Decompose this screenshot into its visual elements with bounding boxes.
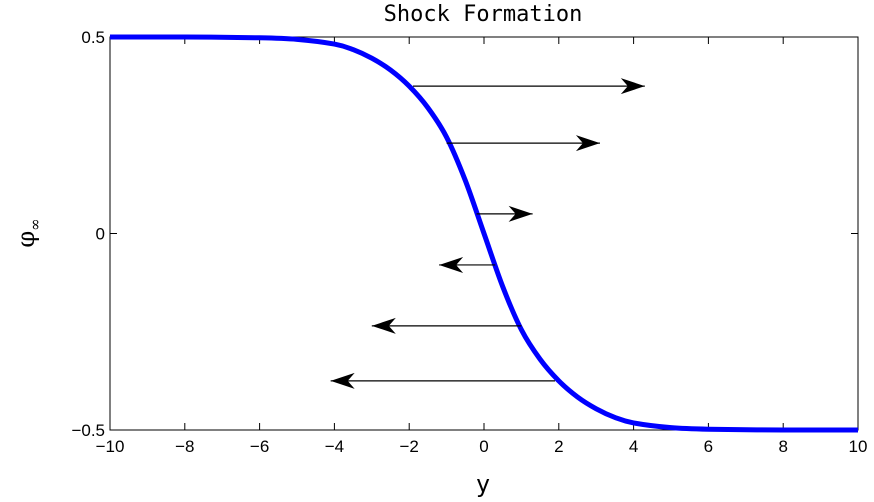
y-tick-label: −0.5 [71, 421, 105, 440]
y-tick-label: 0.5 [81, 28, 105, 47]
arrow-head [620, 78, 645, 95]
arrows-group [330, 78, 645, 389]
arrow [412, 78, 645, 95]
y-axis-label-main: φ [12, 231, 40, 248]
arrow-head [508, 205, 533, 222]
x-tick-label: 4 [629, 437, 638, 456]
chart-title: Shock Formation [384, 2, 583, 27]
arrow [446, 135, 600, 152]
arrow [439, 256, 496, 273]
tick-labels: −10 −8 −6 −4 −2 0 2 4 6 8 10 −0.5 0 0.5 [71, 28, 867, 456]
arrow [476, 205, 533, 222]
y-tick-label: 0 [96, 225, 105, 244]
arrow [330, 372, 556, 389]
x-tick-label: 2 [554, 437, 563, 456]
y-axis-label-subscript: ∞ [26, 218, 44, 231]
x-tick-label: −8 [175, 437, 194, 456]
x-tick-label: −2 [400, 437, 419, 456]
svg-text:φ∞: φ∞ [12, 218, 44, 247]
arrow-head [439, 256, 464, 273]
axis-ticks [109, 36, 859, 431]
x-tick-label: −4 [325, 437, 344, 456]
x-tick-label: 10 [849, 437, 868, 456]
arrow-head [330, 372, 355, 389]
x-axis-label: y [476, 470, 490, 498]
arrow-head [371, 317, 396, 334]
series-group [109, 34, 859, 433]
arrow-head [575, 135, 600, 152]
x-tick-label: 0 [479, 437, 488, 456]
x-tick-label: 6 [704, 437, 713, 456]
series-line [109, 34, 859, 433]
y-axis-label: φ∞ [12, 218, 44, 247]
x-tick-label: −6 [250, 437, 269, 456]
arrow [371, 317, 522, 334]
x-tick-label: 8 [778, 437, 787, 456]
x-tick-label: −10 [96, 437, 125, 456]
